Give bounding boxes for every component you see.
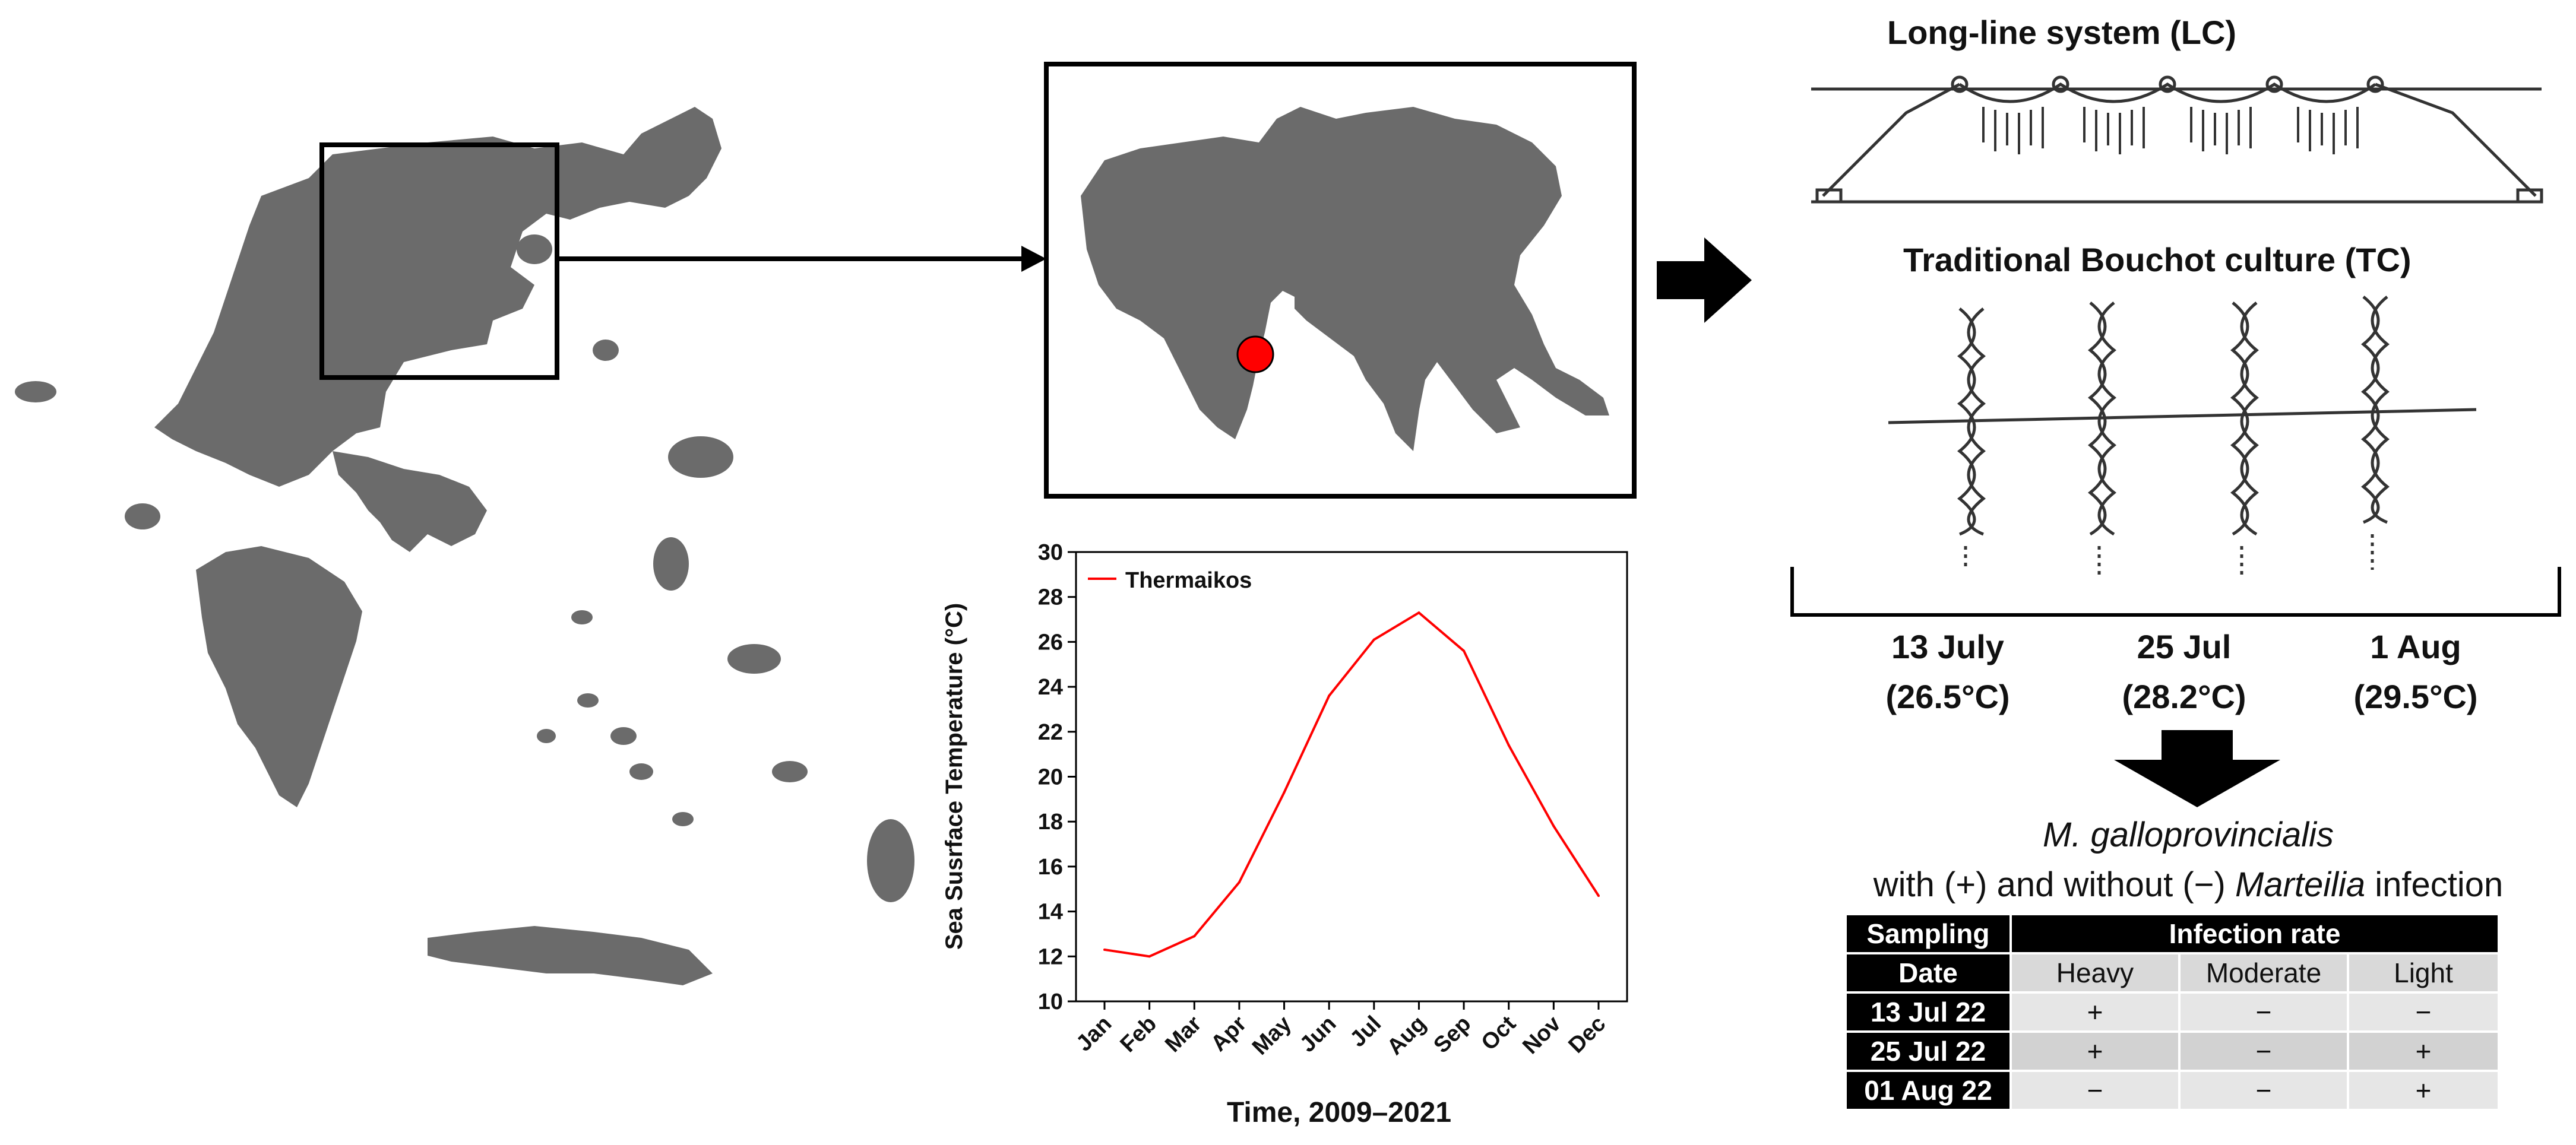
sampling-date-3-label: 1 Aug [2370, 628, 2461, 665]
flow-arrow-down [2114, 730, 2280, 807]
cell-light: + [2349, 1033, 2498, 1070]
header-infection-rate: Infection rate [2012, 915, 2498, 952]
x-tick-label: Nov [1518, 1011, 1565, 1059]
y-tick-label: 18 [1038, 810, 1063, 835]
cell-light: − [2349, 994, 2498, 1030]
data-point [1148, 955, 1151, 958]
bouchot-pole-2 [2088, 302, 2116, 579]
data-point [1463, 649, 1466, 652]
x-tick-label: Apr [1206, 1011, 1251, 1057]
row-date: 25 Jul 22 [1847, 1033, 2009, 1070]
y-tick-label: 12 [1038, 944, 1063, 969]
x-tick-label: Sep [1429, 1011, 1476, 1058]
chart-x-axis-label: Time, 2009–2021 [1227, 1097, 1451, 1128]
x-tick-label: Feb [1116, 1011, 1162, 1057]
bouchot-pole-4 [2361, 296, 2390, 570]
x-tick-label: Jan [1071, 1011, 1116, 1057]
chart-y-axis-label: Sea Susrface Temperature (°C) [941, 603, 967, 950]
result-caption: M. galloprovincialis with (+) and withou… [1805, 810, 2571, 910]
data-point [1507, 744, 1510, 747]
data-point [1417, 611, 1420, 614]
y-tick-label: 30 [1038, 540, 1063, 565]
cell-heavy: + [2012, 1033, 2178, 1070]
cell-moderate: − [2181, 994, 2347, 1030]
y-tick-label: 22 [1038, 720, 1063, 745]
species-name-text: M. galloprovincialis [2043, 816, 2334, 854]
x-tick-label: Oct [1477, 1011, 1521, 1055]
x-tick-label: Dec [1564, 1011, 1610, 1058]
infection-table: Sampling Infection rate Date Heavy Moder… [1844, 913, 2500, 1111]
species-name: M. galloprovincialis [1805, 810, 2571, 860]
y-tick-label: 24 [1038, 675, 1063, 700]
table-row: 13 Jul 22 + − − [1847, 994, 2498, 1030]
infection-line: with (+) and without (−) Marteilia infec… [1805, 860, 2571, 910]
level-heavy: Heavy [2012, 954, 2178, 991]
level-moderate: Moderate [2181, 954, 2347, 991]
data-point [1193, 935, 1196, 938]
series-line-thermaikos [1104, 611, 1600, 958]
sampling-date-3-temp: (29.5°C) [2353, 678, 2478, 715]
header-date: Date [1847, 954, 2009, 991]
legend-label: Thermaikos [1125, 568, 1252, 593]
chart-plot-frame [1075, 551, 1628, 1003]
sampling-date-2-temp: (28.2°C) [2122, 678, 2246, 715]
infection-table-wrap: Sampling Infection rate Date Heavy Moder… [1844, 913, 2500, 1111]
y-tick-label: 26 [1038, 630, 1063, 655]
greece-map [15, 107, 914, 985]
pointer-arrow [557, 246, 1046, 272]
sampling-date-1-label: 13 July [1891, 628, 2004, 665]
table-row: 01 Aug 22 − − + [1847, 1072, 2498, 1109]
row-date: 01 Aug 22 [1847, 1072, 2009, 1109]
sampling-date-1-temp: (26.5°C) [1885, 678, 2010, 715]
bracket [1790, 567, 2561, 617]
cell-moderate: − [2181, 1033, 2347, 1070]
y-tick-label: 28 [1038, 585, 1063, 610]
genus-name: Marteilia [2235, 865, 2366, 904]
x-tick-label: Jun [1295, 1011, 1341, 1057]
cell-moderate: − [2181, 1072, 2347, 1109]
data-point [1283, 791, 1286, 794]
bouchot-title: Traditional Bouchot culture (TC) [1903, 241, 2412, 278]
infection-line-pre: with (+) and without (−) [1873, 865, 2235, 904]
x-tick-label: May [1248, 1011, 1296, 1060]
y-tick-label: 14 [1038, 900, 1063, 925]
cell-heavy: + [2012, 994, 2178, 1030]
x-tick-label: Jul [1346, 1011, 1387, 1052]
y-tick-label: 10 [1038, 989, 1063, 1014]
long-line-drawing [1811, 75, 2543, 204]
bouchot-pole-1 [1957, 307, 1986, 570]
header-sampling: Sampling [1847, 915, 2009, 952]
x-tick-label: Aug [1382, 1011, 1431, 1060]
chart-series [1103, 611, 1600, 958]
long-line-title: Long-line system (LC) [1887, 14, 2237, 51]
flow-arrow-right [1657, 237, 1752, 323]
cell-light: + [2349, 1072, 2498, 1109]
level-light: Light [2349, 954, 2498, 991]
chart-legend: Thermaikos [1088, 568, 1252, 593]
y-tick-label: 16 [1038, 855, 1063, 880]
data-point [1372, 638, 1375, 641]
bouchot-drawing [1888, 296, 2477, 579]
table-row: 25 Jul 22 + − + [1847, 1033, 2498, 1070]
infection-line-post: infection [2365, 865, 2504, 904]
sampling-date-3: 1 Aug (29.5°C) [2321, 622, 2511, 722]
cell-heavy: − [2012, 1072, 2178, 1109]
bouchot-pole-3 [2230, 302, 2259, 576]
data-point [1328, 694, 1331, 697]
y-tick-label: 20 [1038, 765, 1063, 790]
sampling-date-1: 13 July (26.5°C) [1853, 622, 2043, 722]
sampling-site-marker [1236, 335, 1274, 373]
row-date: 13 Jul 22 [1847, 994, 2009, 1030]
sampling-date-2-label: 25 Jul [2137, 628, 2232, 665]
data-point [1238, 881, 1240, 884]
x-tick-label: Mar [1160, 1011, 1207, 1058]
sampling-date-2: 25 Jul (28.2°C) [2089, 622, 2279, 722]
data-point [1103, 948, 1106, 951]
inset-map [1081, 107, 1609, 451]
data-point [1597, 895, 1600, 897]
data-point [1552, 824, 1555, 827]
